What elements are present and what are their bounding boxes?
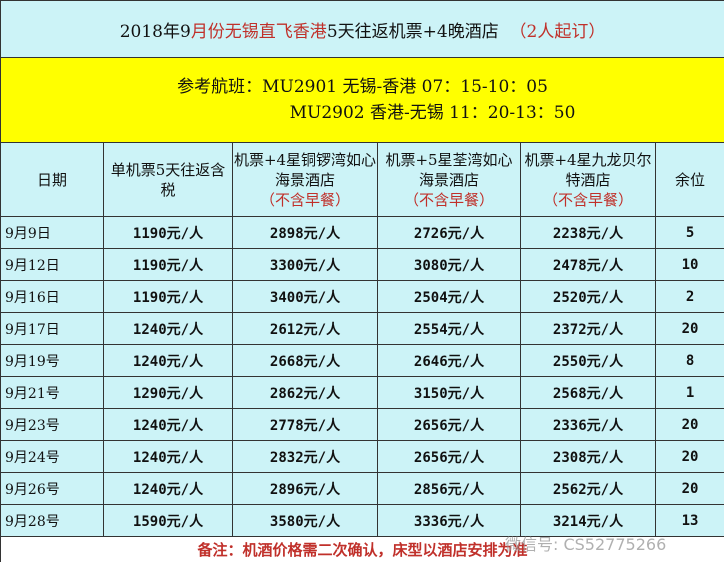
table-cell: 3300元/人 bbox=[232, 248, 378, 281]
table-row: 9月19号 1240元/人 2668元/人 2646元/人 2550元/人 8 bbox=[0, 344, 724, 377]
table-cell: 2898元/人 bbox=[232, 216, 378, 249]
table-cell: 2856元/人 bbox=[377, 472, 521, 505]
table-cell: 2668元/人 bbox=[232, 344, 378, 377]
reference-flights: 参考航班：MU2901 无锡-香港 07：15-10：05 MU2902 香港-无… bbox=[0, 57, 724, 143]
table-cell: 2862元/人 bbox=[232, 376, 378, 409]
table-cell: 3214元/人 bbox=[520, 504, 656, 537]
table-cell: 3580元/人 bbox=[232, 504, 378, 537]
column-header: 日期 bbox=[0, 142, 104, 217]
table-cell: 3150元/人 bbox=[377, 376, 521, 409]
table-cell: 2832元/人 bbox=[232, 440, 378, 473]
table-cell: 1290元/人 bbox=[103, 376, 233, 409]
table-cell: 2656元/人 bbox=[377, 408, 521, 441]
column-header: 机票+4星九龙贝尔特酒店 （不含早餐） bbox=[520, 142, 656, 217]
table-row: 9月28号 1590元/人 3580元/人 3336元/人 3214元/人 13 bbox=[0, 504, 724, 537]
table-cell: 2372元/人 bbox=[520, 312, 656, 345]
table-cell: 9月9日 bbox=[0, 216, 104, 249]
table-cell: 2550元/人 bbox=[520, 344, 656, 377]
column-header: 余位 bbox=[654, 142, 724, 217]
column-header: 单机票5天往返含税 bbox=[103, 142, 233, 217]
table-cell: 13 bbox=[654, 504, 724, 537]
table-cell: 2646元/人 bbox=[377, 344, 521, 377]
watermark: 微信号: CS52775266 bbox=[505, 535, 667, 554]
table-cell: 2308元/人 bbox=[520, 440, 656, 473]
table-row: 9月23号 1240元/人 2778元/人 2656元/人 2336元/人 20 bbox=[0, 408, 724, 441]
table-cell: 8 bbox=[654, 344, 724, 377]
table-cell: 2504元/人 bbox=[377, 280, 521, 313]
table-cell: 1240元/人 bbox=[103, 312, 233, 345]
table-cell: 20 bbox=[654, 440, 724, 473]
table-title: 2018年9月份无锡直飞香港5天往返机票+4晚酒店 （2人起订） bbox=[0, 0, 724, 58]
table-cell: 9月16日 bbox=[0, 280, 104, 313]
table-row: 9月26号 1240元/人 2896元/人 2856元/人 2562元/人 20 bbox=[0, 472, 724, 505]
table-row: 9月17日 1240元/人 2612元/人 2554元/人 2372元/人 20 bbox=[0, 312, 724, 345]
table-cell: 1190元/人 bbox=[103, 280, 233, 313]
table-row: 9月21号 1290元/人 2862元/人 3150元/人 2568元/人 1 bbox=[0, 376, 724, 409]
table-cell: 1190元/人 bbox=[103, 216, 233, 249]
table-row: 9月16日 1190元/人 3400元/人 2504元/人 2520元/人 2 bbox=[0, 280, 724, 313]
table-cell: 20 bbox=[654, 472, 724, 505]
table-cell: 2554元/人 bbox=[377, 312, 521, 345]
table-cell: 3336元/人 bbox=[377, 504, 521, 537]
price-table: 2018年9月份无锡直飞香港5天往返机票+4晚酒店 （2人起订） 参考航班：MU… bbox=[0, 0, 724, 562]
footer-note: 备注：机酒价格需二次确认，床型以酒店安排为准 bbox=[0, 536, 724, 562]
table-cell: 2612元/人 bbox=[232, 312, 378, 345]
table-cell: 20 bbox=[654, 312, 724, 345]
table-cell: 10 bbox=[654, 248, 724, 281]
table-cell: 1590元/人 bbox=[103, 504, 233, 537]
table-cell: 2336元/人 bbox=[520, 408, 656, 441]
table-cell: 2562元/人 bbox=[520, 472, 656, 505]
table-cell: 5 bbox=[654, 216, 724, 249]
table-cell: 2778元/人 bbox=[232, 408, 378, 441]
column-header: 机票+4星铜锣湾如心海景酒店 （不含早餐） bbox=[232, 142, 378, 217]
table-cell: 1 bbox=[654, 376, 724, 409]
table-cell: 9月26号 bbox=[0, 472, 104, 505]
table-cell: 2238元/人 bbox=[520, 216, 656, 249]
table-row: 9月24号 1240元/人 2832元/人 2656元/人 2308元/人 20 bbox=[0, 440, 724, 473]
table-cell: 2478元/人 bbox=[520, 248, 656, 281]
table-cell: 3080元/人 bbox=[377, 248, 521, 281]
table-cell: 2 bbox=[654, 280, 724, 313]
column-header: 机票+5星荃湾如心海景酒店 （不含早餐） bbox=[377, 142, 521, 217]
table-cell: 3400元/人 bbox=[232, 280, 378, 313]
table-cell: 20 bbox=[654, 408, 724, 441]
table-cell: 2726元/人 bbox=[377, 216, 521, 249]
table-cell: 9月28号 bbox=[0, 504, 104, 537]
table-cell: 9月19号 bbox=[0, 344, 104, 377]
table-cell: 9月17日 bbox=[0, 312, 104, 345]
table-cell: 1240元/人 bbox=[103, 472, 233, 505]
table-cell: 1190元/人 bbox=[103, 248, 233, 281]
table-cell: 2896元/人 bbox=[232, 472, 378, 505]
table-cell: 9月23号 bbox=[0, 408, 104, 441]
table-cell: 2656元/人 bbox=[377, 440, 521, 473]
table-cell: 2520元/人 bbox=[520, 280, 656, 313]
table-row: 9月12日 1190元/人 3300元/人 3080元/人 2478元/人 10 bbox=[0, 248, 724, 281]
table-cell: 1240元/人 bbox=[103, 440, 233, 473]
table-cell: 9月24号 bbox=[0, 440, 104, 473]
table-cell: 1240元/人 bbox=[103, 408, 233, 441]
table-cell: 2568元/人 bbox=[520, 376, 656, 409]
table-cell: 9月12日 bbox=[0, 248, 104, 281]
table-row: 9月9日 1190元/人 2898元/人 2726元/人 2238元/人 5 bbox=[0, 216, 724, 249]
table-cell: 1240元/人 bbox=[103, 344, 233, 377]
table-cell: 9月21号 bbox=[0, 376, 104, 409]
